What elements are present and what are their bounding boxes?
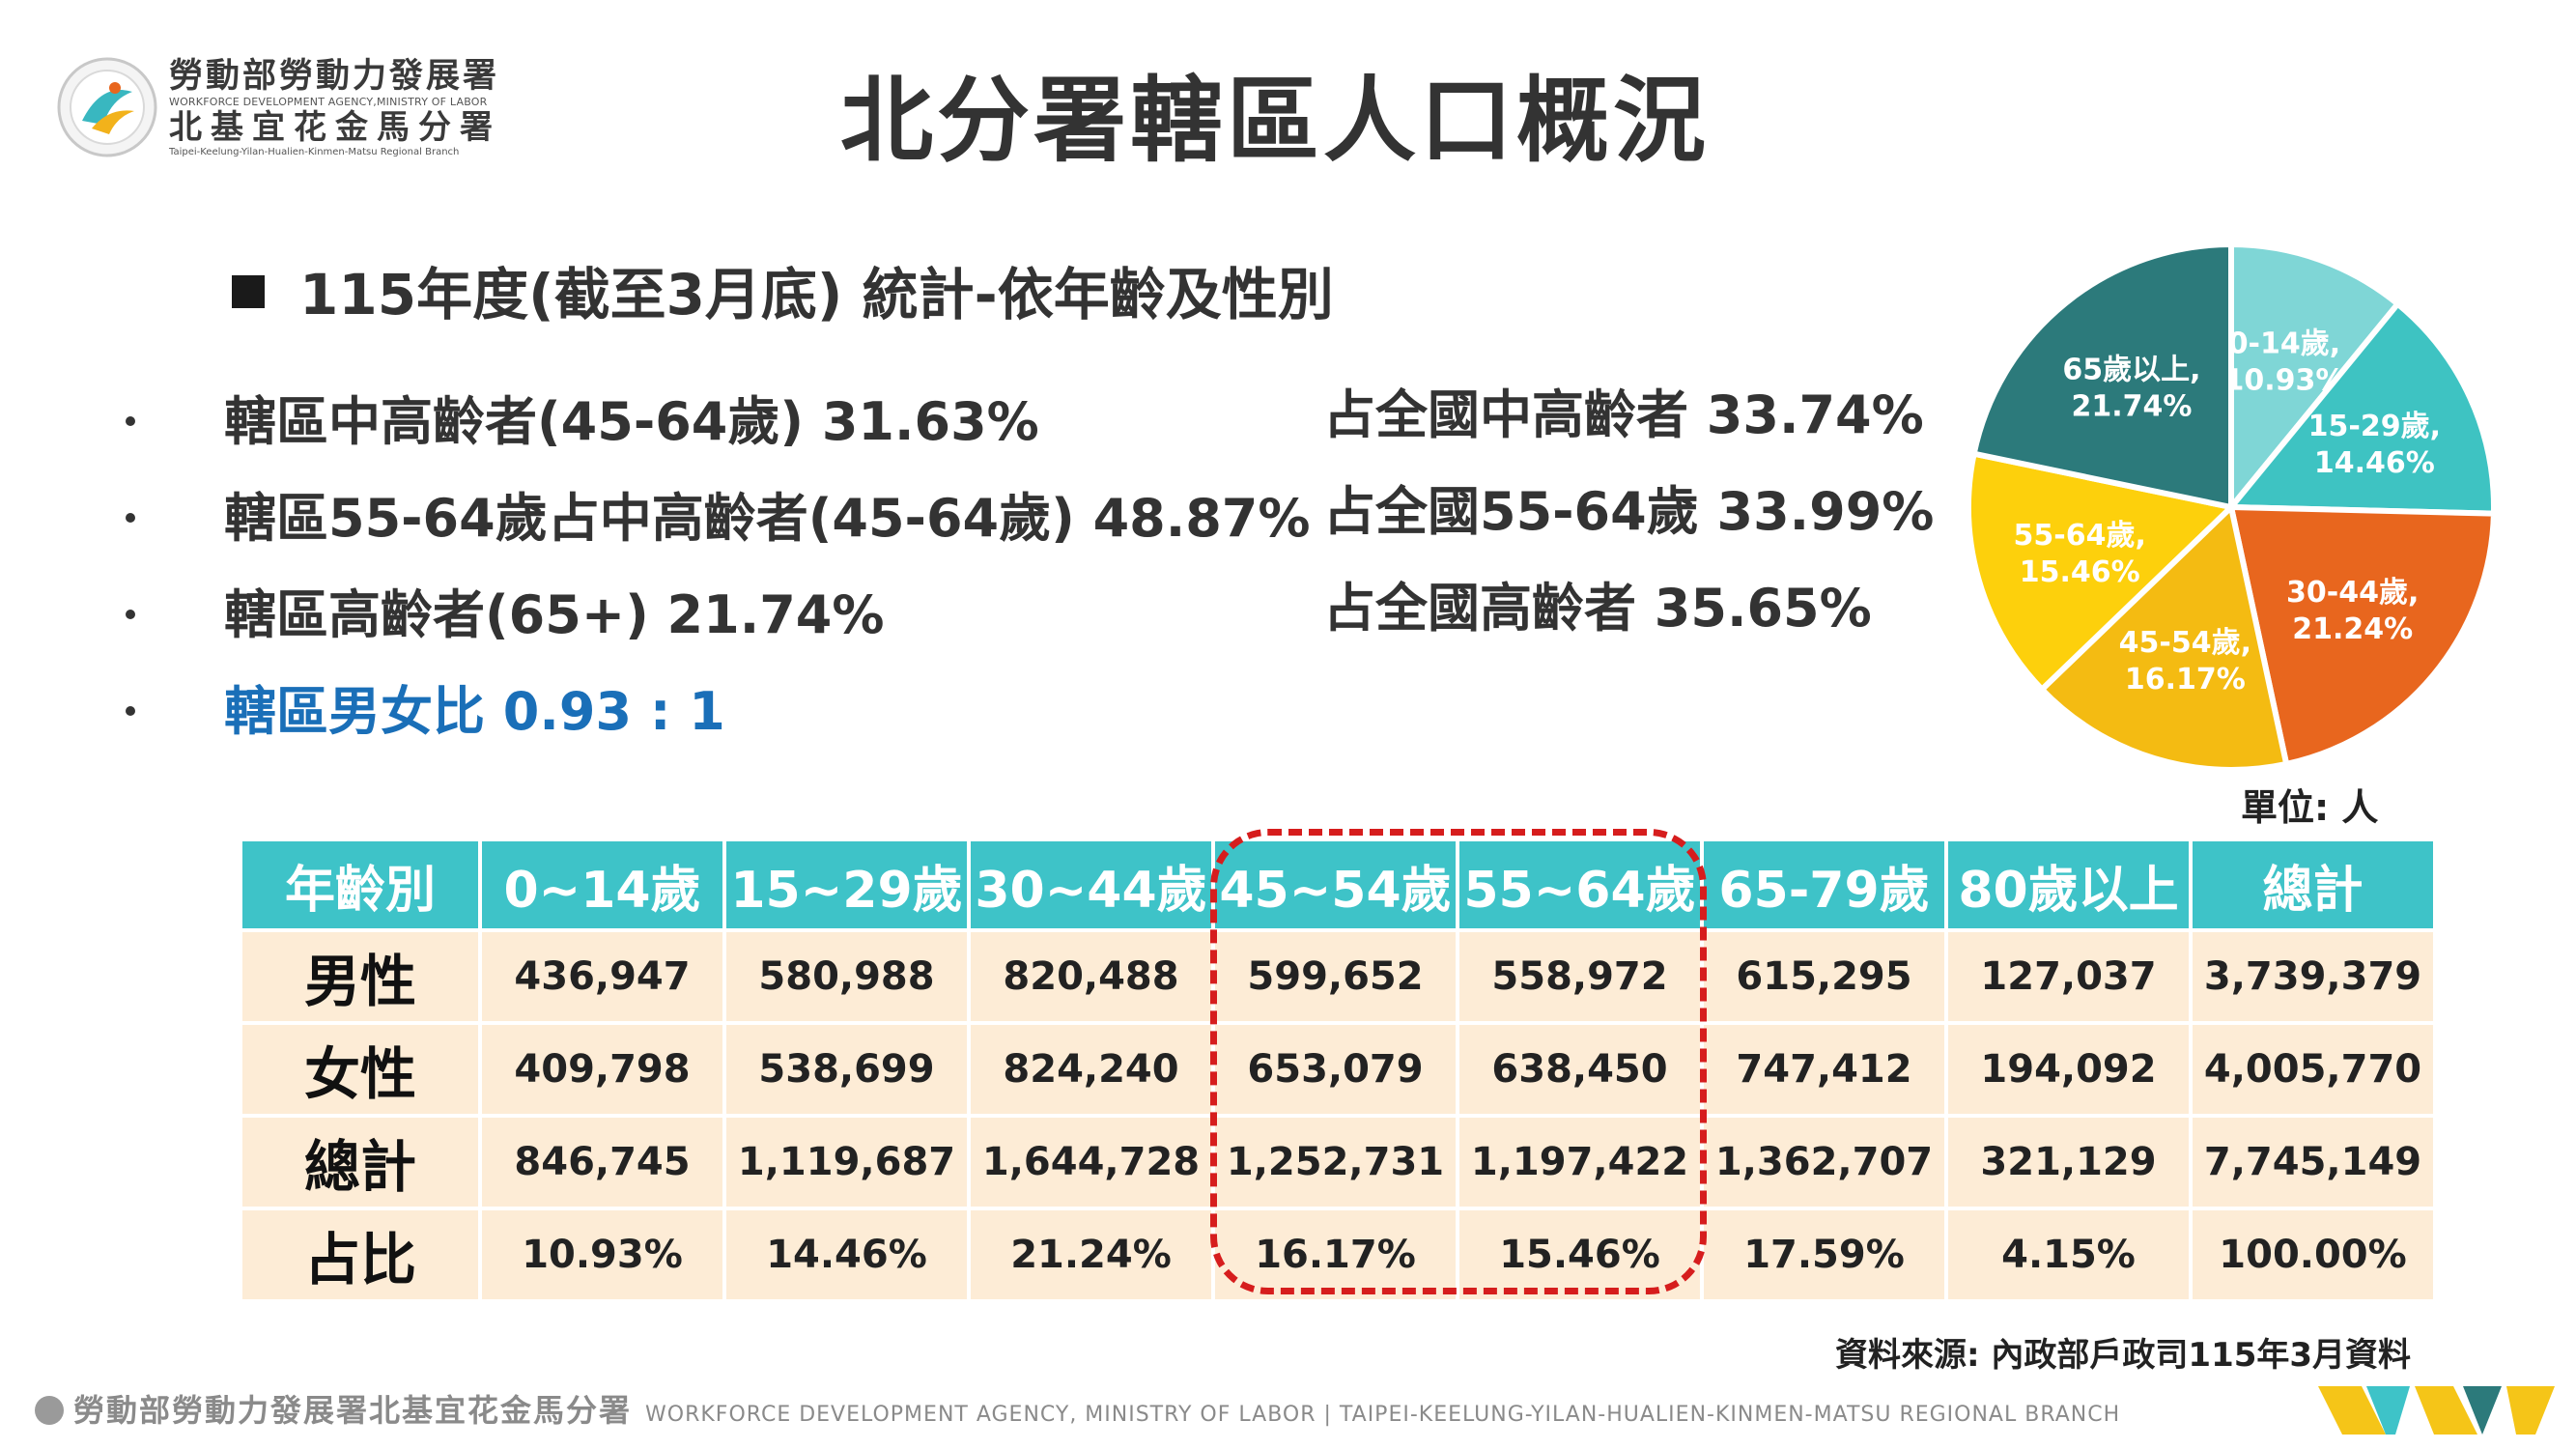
row-header: 總計 — [239, 1114, 482, 1210]
table-row: 女性 409,798 538,699 824,240 653,079 638,4… — [239, 1021, 2437, 1118]
bullet-dot-icon — [126, 513, 135, 523]
row-header: 男性 — [239, 928, 482, 1025]
pie-slice-value: 21.74% — [2072, 389, 2193, 423]
table-cell: 638,450 — [1456, 1021, 1704, 1118]
pie-slice-label: 0-14歲, — [2228, 327, 2340, 360]
column-header: 0~14歲 — [478, 838, 726, 932]
pie-slice-label: 65歲以上, — [2062, 353, 2200, 386]
footer-agency-en: WORKFORCE DEVELOPMENT AGENCY, MINISTRY O… — [645, 1403, 2121, 1427]
pie-slice — [1966, 450, 2238, 694]
pie-slice-value: 16.17% — [2125, 663, 2246, 696]
table-cell: 100.00% — [2189, 1207, 2437, 1303]
bullet-text: 轄區男女比 0.93 : 1 — [224, 681, 725, 742]
table-cell: 436,947 — [478, 928, 726, 1025]
table-cell: 615,295 — [1700, 928, 1948, 1025]
pie-slice-label: 55-64歲, — [2014, 519, 2146, 553]
row-header: 占比 — [239, 1207, 482, 1303]
table-cell: 1,252,731 — [1211, 1114, 1459, 1210]
table-cell: 824,240 — [967, 1021, 1215, 1118]
bullet-text: 轄區中高齡者(45-64歲) 31.63% — [224, 391, 1039, 452]
row-header: 女性 — [239, 1021, 482, 1118]
table-row: 總計 846,745 1,119,687 1,644,728 1,252,731… — [239, 1114, 2437, 1210]
national-stat: 占全國中高齡者 33.74% — [1323, 384, 1924, 445]
pie-slice-label: 30-44歲, — [2286, 576, 2419, 610]
pie-slice-value: 15.46% — [2020, 555, 2140, 589]
table-cell: 194,092 — [1944, 1021, 2193, 1118]
pie-slice-label: 15-29歲, — [2308, 410, 2441, 443]
table-cell: 1,362,707 — [1700, 1114, 1948, 1210]
section-subtitle: 115年度(截至3月底) 統計-依年齡及性別 — [232, 261, 1334, 328]
table-row: 男性 436,947 580,988 820,488 599,652 558,9… — [239, 928, 2437, 1025]
pie-slice-label: 45-54歲, — [2119, 626, 2251, 660]
table-cell: 4,005,770 — [2189, 1021, 2437, 1118]
column-header: 年齡別 — [239, 838, 482, 932]
pie-slice — [2228, 241, 2402, 516]
bullet-text: 轄區高齡者(65+) 21.74% — [224, 584, 885, 645]
bullet-dot-icon — [126, 706, 135, 716]
table-cell: 17.59% — [1700, 1207, 1948, 1303]
pie-slice — [2224, 299, 2497, 517]
national-stat: 占全國55-64歲 33.99% — [1323, 481, 1935, 542]
table-cell: 4.15% — [1944, 1207, 2193, 1303]
agency-name-en: WORKFORCE DEVELOPMENT AGENCY,MINISTRY OF… — [169, 96, 488, 108]
pie-slice — [2227, 503, 2497, 768]
table-cell: 127,037 — [1944, 928, 2193, 1025]
decorative-corner-logo-icon — [2318, 1386, 2555, 1435]
table-cell: 653,079 — [1211, 1021, 1459, 1118]
age-distribution-pie-chart: 0-14歲,10.93%15-29歲,14.46%30-44歲,21.24%45… — [1966, 241, 2497, 773]
table-cell: 21.24% — [967, 1207, 1215, 1303]
bullet-item-sex-ratio: 轄區男女比 0.93 : 1 — [126, 681, 725, 743]
column-header: 30~44歲 — [967, 838, 1215, 932]
table-cell: 10.93% — [478, 1207, 726, 1303]
bullet-text: 轄區55-64歲占中高齡者(45-64歲) 48.87% — [224, 488, 1311, 549]
agency-emblem-icon — [57, 57, 157, 157]
agency-name-cn: 勞動部勞動力發展署 — [169, 57, 500, 96]
table-cell: 747,412 — [1700, 1021, 1948, 1118]
table-cell: 409,798 — [478, 1021, 726, 1118]
column-header: 15~29歲 — [722, 838, 971, 932]
branch-name-cn: 北基宜花金馬分署 — [169, 108, 501, 147]
agency-footer-icon — [35, 1396, 64, 1425]
pie-slice — [1970, 241, 2234, 511]
pie-slice-value: 21.24% — [2292, 612, 2413, 646]
table-cell: 558,972 — [1456, 928, 1704, 1025]
bullet-item: 轄區中高齡者(45-64歲) 31.63% — [126, 391, 1039, 453]
table-cell: 7,745,149 — [2189, 1114, 2437, 1210]
table-header-row: 年齡別 0~14歲 15~29歲 30~44歲 45~54歲 55~64歲 65… — [239, 838, 2437, 932]
bullet-item: 轄區高齡者(65+) 21.74% — [126, 584, 884, 646]
table-cell: 846,745 — [478, 1114, 726, 1210]
unit-label: 單位: 人 — [2241, 786, 2379, 829]
bullet-dot-icon — [126, 416, 135, 426]
square-bullet-icon — [232, 275, 265, 308]
table-cell: 1,644,728 — [967, 1114, 1215, 1210]
national-stat: 占全國高齡者 35.65% — [1323, 578, 1872, 639]
data-source-note: 資料來源: 內政部戶政司115年3月資料 — [1835, 1336, 2412, 1375]
pie-slice-value: 14.46% — [2314, 446, 2435, 480]
table-cell: 538,699 — [722, 1021, 971, 1118]
agency-logo: 勞動部勞動力發展署 WORKFORCE DEVELOPMENT AGENCY,M… — [53, 53, 555, 169]
branch-name-en: Taipei-Keelung-Yilan-Hualien-Kinmen-Mats… — [169, 147, 460, 157]
pie-slice — [2037, 501, 2290, 773]
column-header: 65-79歲 — [1700, 838, 1948, 932]
footer: 勞動部勞動力發展署北基宜花金馬分署 WORKFORCE DEVELOPMENT A… — [35, 1391, 2120, 1435]
population-table: 年齡別 0~14歲 15~29歲 30~44歲 45~54歲 55~64歲 65… — [239, 838, 2437, 1303]
table-cell: 14.46% — [722, 1207, 971, 1303]
page-title: 北分署轄區人口概況 — [840, 67, 1710, 175]
table-cell: 321,129 — [1944, 1114, 2193, 1210]
subtitle-text: 115年度(截至3月底) 統計-依年齡及性別 — [299, 262, 1334, 327]
column-header: 80歲以上 — [1944, 838, 2193, 932]
column-header: 總計 — [2189, 838, 2437, 932]
table-cell: 1,197,422 — [1456, 1114, 1704, 1210]
table-cell: 580,988 — [722, 928, 971, 1025]
highlight-dashed-box — [1210, 829, 1707, 1294]
table-cell: 1,119,687 — [722, 1114, 971, 1210]
table-cell: 820,488 — [967, 928, 1215, 1025]
footer-agency-cn: 勞動部勞動力發展署北基宜花金馬分署 — [73, 1392, 633, 1429]
bullet-item: 轄區55-64歲占中高齡者(45-64歲) 48.87% — [126, 488, 1310, 550]
table-cell: 3,739,379 — [2189, 928, 2437, 1025]
bullet-dot-icon — [126, 610, 135, 619]
